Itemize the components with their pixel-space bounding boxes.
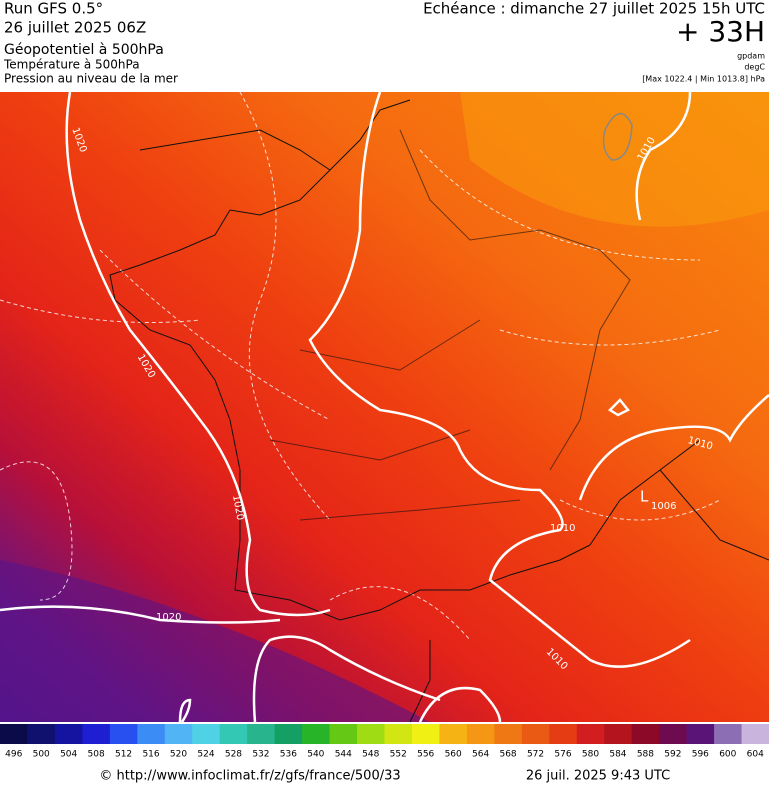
- color-swatch: [109, 724, 138, 744]
- low-value: 1006: [651, 501, 676, 512]
- scale-label: 552: [390, 750, 407, 760]
- header: Run GFS 0.5° 26 juillet 2025 06Z Géopote…: [3, 0, 765, 86]
- scale-label: 604: [747, 750, 764, 760]
- scale-label: 520: [170, 750, 187, 760]
- isobar: [178, 91, 769, 723]
- color-swatch: [521, 724, 550, 744]
- color-swatch: [329, 724, 358, 744]
- low-marker: L: [640, 488, 649, 506]
- color-swatch: [192, 724, 221, 744]
- color-swatch: [631, 724, 660, 744]
- scale-label: 524: [197, 750, 214, 760]
- isobar-label: 1010: [550, 523, 575, 534]
- scale-label: 528: [225, 750, 242, 760]
- color-swatch: [411, 724, 440, 744]
- color-swatch: [576, 724, 605, 744]
- borders: [269, 129, 631, 521]
- scale-label: 512: [115, 750, 132, 760]
- color-swatch: [439, 724, 468, 744]
- scale-label: 536: [280, 750, 297, 760]
- scale-label: 560: [445, 750, 462, 760]
- coastline: [109, 99, 769, 723]
- scale-label: 568: [499, 750, 516, 760]
- color-swatch: [494, 724, 523, 744]
- field3: Pression au niveau de la mer: [4, 72, 178, 86]
- color-swatch: [659, 724, 688, 744]
- scale-label: 504: [60, 750, 77, 760]
- color-swatch: [27, 724, 56, 744]
- color-swatch: [549, 724, 578, 744]
- scale-label: 600: [719, 750, 736, 760]
- scale-label: 580: [582, 750, 599, 760]
- unit: gpdam: [737, 52, 765, 61]
- color-swatch: [164, 724, 193, 744]
- color-swatch: [357, 724, 385, 744]
- color-swatch: [741, 724, 769, 744]
- scale-label: 548: [362, 750, 379, 760]
- color-swatch: [604, 724, 633, 744]
- isobar-minor: [602, 113, 633, 161]
- band: [0, 560, 430, 722]
- run: Run GFS 0.5°: [4, 0, 103, 18]
- color-swatch: [54, 724, 83, 744]
- color-swatch: [302, 724, 331, 744]
- scale-label: 572: [527, 750, 544, 760]
- colorbar: 496 500 504 508 512 516 520 524 528 532 536 540 544 5…: [0, 724, 769, 760]
- scale-label: 532: [252, 750, 269, 760]
- scale-label: 596: [692, 750, 709, 760]
- scale-label: 564: [472, 750, 489, 760]
- source-url: © http://www.infoclimat.fr/z/gfs/france/…: [99, 769, 400, 784]
- isobar: [0, 91, 331, 624]
- scale-label: 592: [664, 750, 681, 760]
- color-swatch: [466, 724, 495, 744]
- scale-label: 540: [307, 750, 324, 760]
- map: 1020 1020 1020 1020 1010 1010 1010 1010 …: [0, 91, 769, 723]
- color-swatch: [686, 724, 715, 744]
- isobar-label: 1020: [230, 494, 245, 521]
- scale-label: 576: [554, 750, 571, 760]
- scale-label: 508: [88, 750, 105, 760]
- scale-label: 544: [335, 750, 352, 760]
- maxmin: [Max 1022.4 | Min 1013.8] hPa: [642, 75, 765, 84]
- echeance: Echéance : dimanche 27 juillet 2025 15h …: [423, 0, 765, 18]
- scale-label: 588: [637, 750, 654, 760]
- date: 26 juillet 2025 06Z: [4, 19, 146, 37]
- scale-label: 556: [417, 750, 434, 760]
- field: Géopotentiel à 500hPa: [4, 42, 164, 58]
- field2: Température à 500hPa: [3, 58, 140, 72]
- timestamp: 26 juil. 2025 9:43 UTC: [526, 769, 670, 784]
- color-swatch: [714, 724, 743, 744]
- color-swatch: [82, 724, 111, 744]
- color-swatch: [274, 724, 303, 744]
- unit: degC: [744, 63, 765, 72]
- color-swatch: [219, 724, 248, 744]
- color-swatch: [137, 724, 166, 744]
- scale-label: 496: [5, 750, 22, 760]
- color-swatch: [0, 724, 28, 744]
- offset: + 33H: [676, 15, 765, 48]
- scale-label: 500: [33, 750, 50, 760]
- color-swatch: [247, 724, 276, 744]
- isobar-label: 1020: [156, 612, 181, 623]
- dashed-contour: [0, 91, 721, 641]
- isobar: [252, 91, 691, 723]
- color-swatch: [384, 724, 413, 744]
- scale-label: 584: [609, 750, 626, 760]
- scale-label: 516: [142, 750, 159, 760]
